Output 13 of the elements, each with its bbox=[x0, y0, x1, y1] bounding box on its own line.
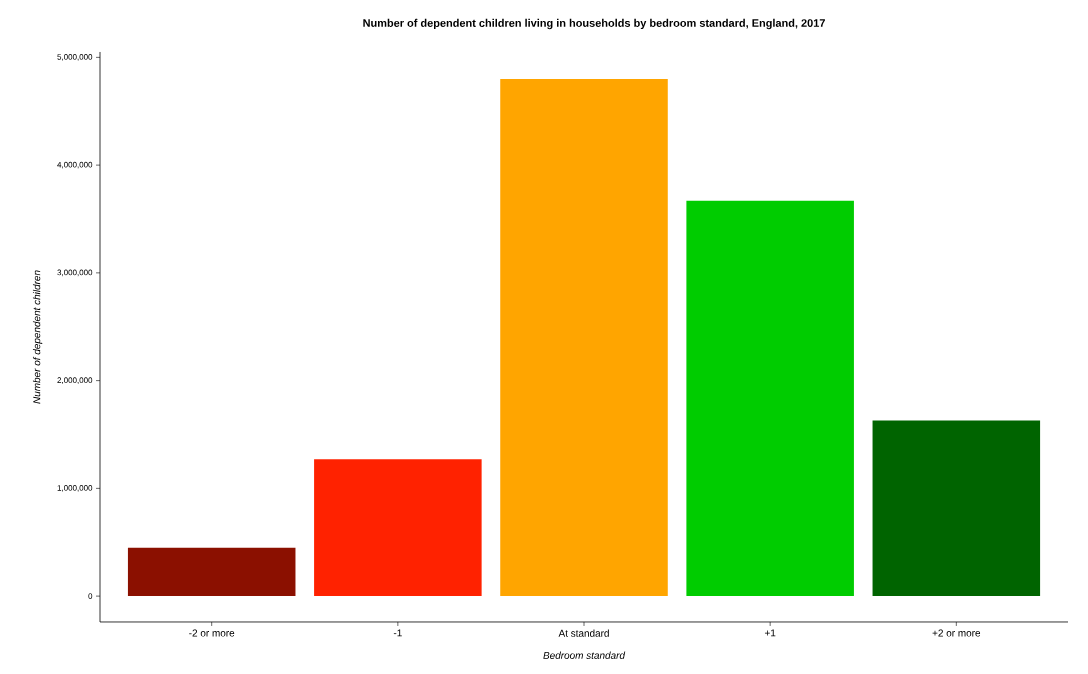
x-tick-label: At standard bbox=[558, 629, 609, 637]
bar bbox=[127, 547, 296, 597]
chart-title: Number of dependent children living in households by bedroom standard, England, 2017 bbox=[363, 18, 825, 30]
x-tick-label: +2 or more bbox=[932, 629, 981, 637]
x-tick-label: -1 bbox=[393, 629, 402, 637]
x-tick-label: +1 bbox=[764, 629, 776, 637]
x-tick-label: -2 or more bbox=[189, 629, 235, 637]
bar bbox=[872, 420, 1041, 597]
bar bbox=[686, 200, 854, 597]
bar bbox=[500, 78, 668, 597]
x-axis-title: Bedroom standard bbox=[543, 651, 626, 659]
y-axis-title: Number of dependent children bbox=[32, 270, 43, 404]
bar bbox=[314, 459, 482, 597]
